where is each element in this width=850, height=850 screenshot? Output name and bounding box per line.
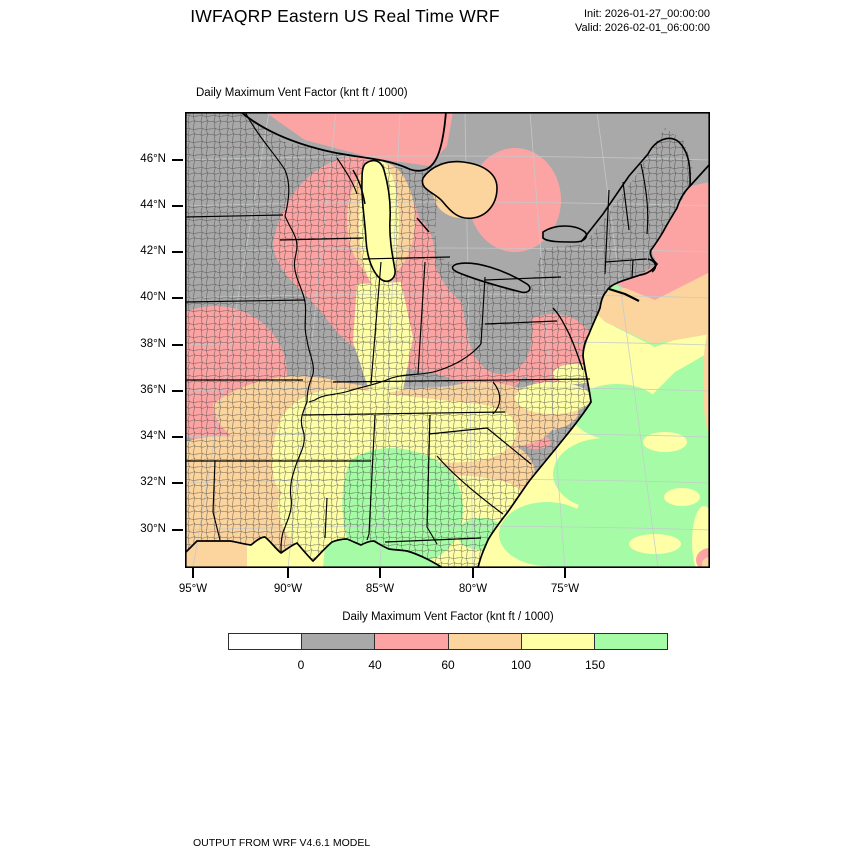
colorbar-label-100: 100 (510, 658, 532, 672)
map-canvas (185, 112, 710, 568)
model-info-footer: OUTPUT FROM WRF V4.6.1 MODEL WE = 310 ; … (193, 810, 606, 850)
lake-huron (421, 160, 498, 220)
state-borders (185, 112, 649, 554)
colorbar-cell-below-0 (228, 633, 303, 650)
run-info: Init: 2026-01-27_00:00:00 Valid: 2026-02… (470, 8, 710, 35)
colorbar-cell-100-150 (520, 633, 595, 650)
valid-time: Valid: 2026-02-01_06:00:00 (575, 21, 710, 34)
map-border (185, 112, 710, 568)
colorbar-label-150: 150 (584, 658, 606, 672)
colorbar-cell-150-plus (593, 633, 669, 650)
ocean-orange-right-edge (703, 327, 710, 437)
lat-label-36: 36°N (140, 384, 166, 396)
lon-label-75w: 75°W (550, 583, 580, 595)
lon-tick (564, 568, 566, 578)
lon-tick (192, 568, 194, 578)
lat-label-38: 38°N (140, 338, 166, 350)
lake-ontario (542, 225, 588, 243)
lat-tick (172, 205, 183, 207)
great-lakes (352, 159, 588, 294)
lat-label-34: 34°N (140, 430, 166, 442)
init-time: Init: 2026-01-27_00:00:00 (584, 8, 710, 20)
lon-tick (379, 568, 381, 578)
lake-michigan (361, 159, 396, 283)
colorbar-label-60: 60 (441, 658, 455, 672)
page-title: IWFAQRP Eastern US Real Time WRF (190, 6, 500, 26)
lat-label-46: 46°N (140, 153, 166, 165)
map-title: Daily Maximum Vent Factor (knt ft / 1000… (196, 87, 408, 99)
lon-tick (472, 568, 474, 578)
lat-label-32: 32°N (140, 476, 166, 488)
lat-tick (172, 297, 183, 299)
colorbar (228, 633, 669, 650)
lon-label-95w: 95°W (178, 583, 208, 595)
lat-tick (172, 251, 183, 253)
lon-tick (287, 568, 289, 578)
lake-superior-shore (240, 112, 447, 172)
canada-border-st-lawrence (580, 137, 691, 243)
lat-tick (172, 482, 183, 484)
footer-line-1: OUTPUT FROM WRF V4.6.1 MODEL (193, 837, 371, 849)
lat-label-40: 40°N (140, 291, 166, 303)
lon-label-90w: 90°W (273, 583, 303, 595)
coastline (185, 163, 710, 568)
green-bay (352, 169, 366, 205)
ocean-orange-band-midatlantic (589, 272, 710, 344)
lon-label-85w: 85°W (365, 583, 395, 595)
lat-label-44: 44°N (140, 199, 166, 211)
gulf-orange-west (185, 541, 247, 568)
lake-erie (451, 262, 531, 294)
lat-tick (172, 529, 183, 531)
lat-label-42: 42°N (140, 245, 166, 257)
lat-tick (172, 390, 183, 392)
ocean-green-patches (499, 384, 663, 566)
colorbar-label-40: 40 (368, 658, 382, 672)
lat-tick (172, 344, 183, 346)
lat-tick (172, 159, 183, 161)
colorbar-label-0: 0 (297, 658, 305, 672)
colorbar-cell-60-100 (447, 633, 522, 650)
lat-tick (172, 436, 183, 438)
lon-label-80w: 80°W (458, 583, 488, 595)
lat-label-30: 30°N (140, 523, 166, 535)
colorbar-cell-40-60 (374, 633, 449, 650)
wrf-vent-factor-map (185, 112, 710, 568)
colorbar-title: Daily Maximum Vent Factor (knt ft / 1000… (342, 611, 554, 623)
colorbar-cell-0-40 (301, 633, 376, 650)
saginaw-bay (416, 217, 430, 233)
